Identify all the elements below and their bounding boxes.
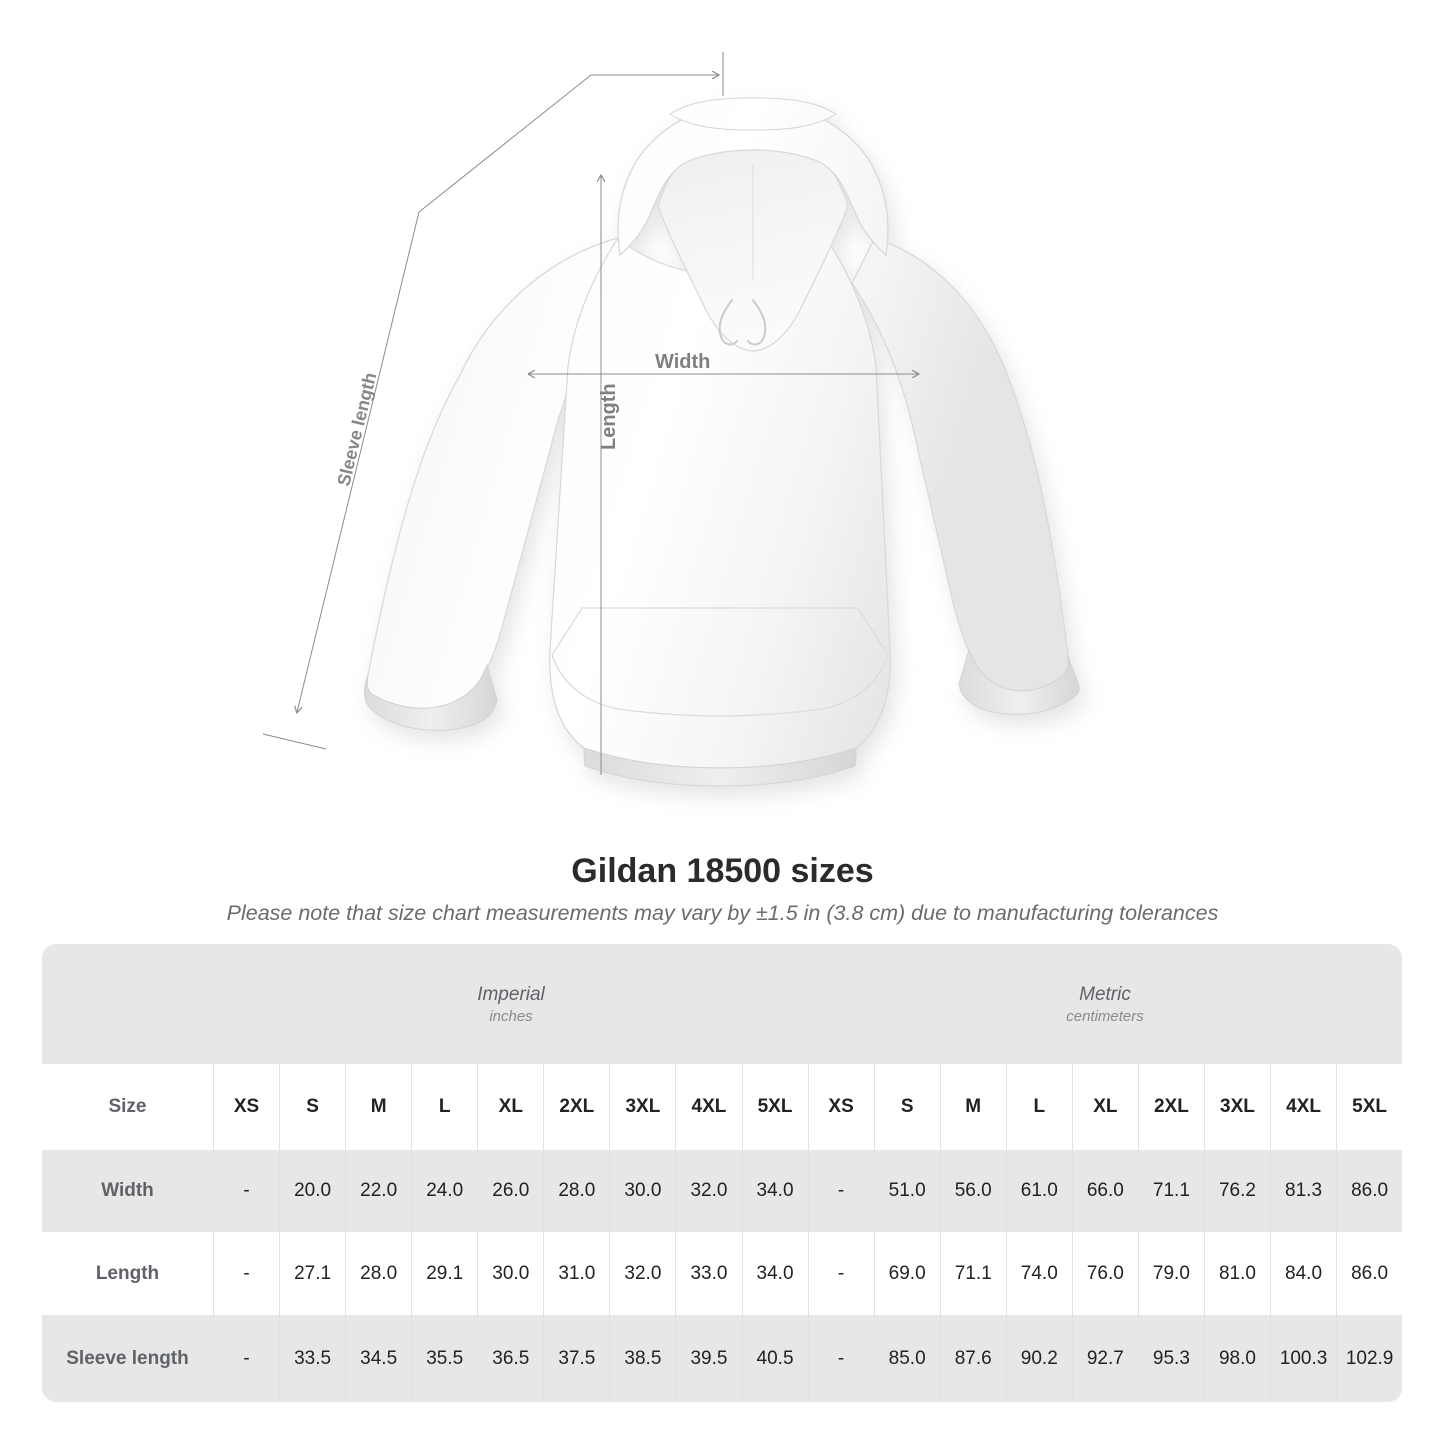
svg-text:Length: Length xyxy=(598,383,620,450)
svg-text:Width: Width xyxy=(655,351,710,373)
svg-text:Sleeve length: Sleeve length xyxy=(333,370,380,487)
